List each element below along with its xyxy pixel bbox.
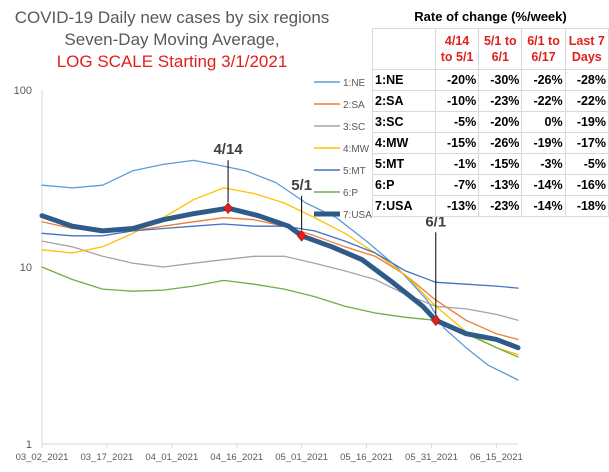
annotation-label: 5/1	[291, 177, 312, 194]
legend-label: 1:NE	[343, 78, 366, 89]
rate-table-corner	[372, 28, 436, 70]
annotation-label: 6/1	[425, 213, 446, 230]
rate-header-text: to 5/1	[440, 50, 474, 64]
rate-row-region: 6:P	[372, 174, 436, 196]
x-tick-label: 04_16_2021	[210, 452, 263, 463]
rate-header-text: 6/1 to	[527, 34, 560, 48]
rate-cell: 0%	[521, 111, 566, 133]
rate-header-col-3: 6/1 to 6/17	[521, 28, 566, 70]
x-tick-label: 03_17_2021	[80, 452, 133, 463]
rate-cell: -23%	[478, 90, 523, 112]
rate-row-region: 2:SA	[372, 90, 436, 112]
rate-cell: -3%	[521, 153, 566, 175]
rate-cell: -1%	[434, 153, 480, 175]
rate-cell: -13%	[434, 195, 480, 217]
table-row: 6:P -7% -13% -14% -16%	[372, 174, 609, 196]
x-tick-label: 04_01_2021	[145, 452, 198, 463]
series-line-p	[41, 266, 519, 358]
rate-cell: -23%	[478, 195, 523, 217]
rate-header-col-2: 5/1 to 6/1	[478, 28, 523, 70]
series-line-ne	[41, 159, 519, 381]
rate-table-title: Rate of change (%/week)	[414, 8, 567, 24]
rate-cell: -18%	[564, 195, 609, 217]
rate-cell: -5%	[564, 153, 609, 175]
rate-row-region: 5:MT	[372, 153, 436, 175]
table-row: 7:USA -13% -23% -14% -18%	[372, 195, 609, 217]
rate-header-text: 4/14	[444, 34, 470, 48]
rate-cell: -22%	[564, 90, 609, 112]
series-line-sa	[41, 217, 519, 341]
rate-cell: -5%	[434, 111, 480, 133]
x-tick-label: 05_16_2021	[340, 452, 393, 463]
rate-cell: -15%	[478, 153, 523, 175]
rate-cell: -14%	[521, 174, 566, 196]
table-row: 4:MW -15% -26% -19% -17%	[372, 132, 609, 154]
rate-header-col-4: Last 7 Days	[564, 28, 609, 70]
annotation-marker	[223, 202, 233, 215]
x-tick-label: 05_01_2021	[275, 452, 328, 463]
rate-of-change-table: Rate of change (%/week) 4/14 to 5/1 5/1 t…	[372, 4, 609, 217]
annotation-marker	[296, 229, 307, 242]
rate-row-region: 1:NE	[372, 69, 436, 91]
legend-label: 3:SC	[343, 122, 365, 133]
table-row: 1:NE -20% -30% -26% -28%	[372, 69, 609, 91]
annotation-label: 4/14	[213, 141, 243, 158]
y-tick-label: 1	[26, 439, 32, 451]
legend-label: 4:MW	[343, 144, 370, 155]
annotation-marker	[430, 314, 441, 327]
rate-cell: -26%	[521, 69, 566, 91]
chart-title-line-2: Seven-Day Moving Average,	[64, 30, 280, 49]
series-line-usa	[39, 205, 521, 351]
rate-cell: -16%	[564, 174, 609, 196]
rate-cell: -30%	[478, 69, 523, 91]
legend-label: 2:SA	[343, 100, 365, 111]
rate-header-col-1: 4/14 to 5/1	[434, 28, 480, 70]
rate-cell: -15%	[434, 132, 480, 154]
y-tick-label: 100	[14, 85, 32, 97]
x-tick-label: 06_15_2021	[470, 452, 523, 463]
rate-header-text: 5/1 to	[483, 34, 517, 48]
table-row: 3:SC -5% -20% 0% -19%	[372, 111, 609, 133]
rate-cell: -13%	[478, 174, 523, 196]
rate-header-text: 6/1	[491, 50, 509, 64]
rate-cell: -28%	[564, 69, 609, 91]
rate-cell: -19%	[521, 132, 566, 154]
rate-cell: -17%	[564, 132, 609, 154]
rate-cell: -22%	[521, 90, 566, 112]
table-row: 2:SA -10% -23% -22% -22%	[372, 90, 609, 112]
rate-header-text: 6/17	[531, 50, 556, 64]
x-tick-label: 05_31_2021	[405, 452, 458, 463]
chart-title-line-3: LOG SCALE Starting 3/1/2021	[56, 52, 288, 71]
legend-label: 6:P	[343, 188, 358, 199]
rate-cell: -20%	[478, 111, 523, 133]
rate-cell: -14%	[521, 195, 566, 217]
rate-cell: -26%	[478, 132, 523, 154]
legend-label: 5:MT	[343, 166, 366, 177]
chart-title-line-1: COVID-19 Daily new cases by six regions	[14, 8, 330, 27]
x-tick-label: 03_02_2021	[16, 452, 69, 463]
rate-cell: -19%	[564, 111, 609, 133]
rate-cell: -7%	[434, 174, 480, 196]
rate-row-region: 4:MW	[372, 132, 436, 154]
rate-cell: -10%	[434, 90, 480, 112]
rate-cell: -20%	[434, 69, 480, 91]
rate-header-text: Last 7	[568, 34, 605, 48]
table-row: 5:MT -1% -15% -3% -5%	[372, 153, 609, 175]
rate-row-region: 7:USA	[372, 195, 436, 217]
legend-label: 7:USA	[343, 210, 372, 221]
series-line-mw	[41, 187, 519, 356]
rate-header-text: Days	[571, 50, 602, 64]
y-tick-label: 10	[20, 262, 32, 274]
series-line-sc	[41, 240, 519, 321]
rate-row-region: 3:SC	[372, 111, 436, 133]
